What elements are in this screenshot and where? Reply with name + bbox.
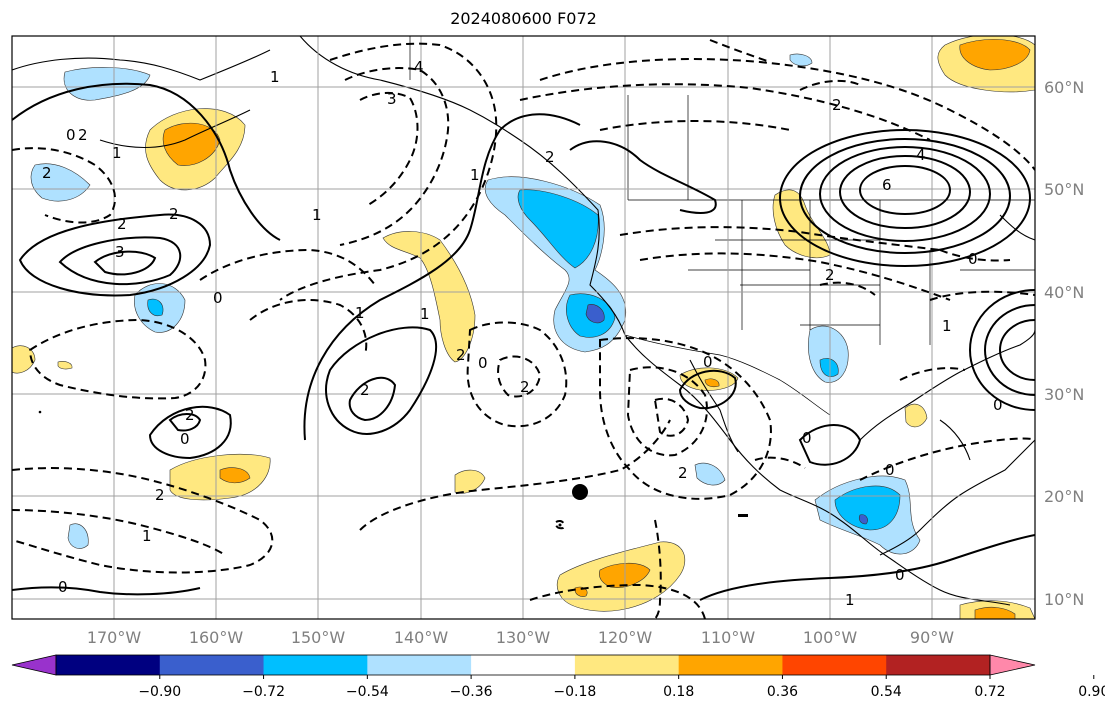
colorbar-extend-max [989, 654, 1036, 676]
contour-label: 0 [58, 578, 68, 596]
lat-label: 40°N [1044, 283, 1084, 302]
colorbar-segment [159, 655, 265, 675]
contour-label: 1 [355, 304, 365, 322]
contour-label: 0 [66, 126, 76, 144]
contour-label: 2 [545, 148, 555, 166]
contour-label: 1 [845, 591, 855, 609]
contour-label: 1 [420, 305, 430, 323]
lon-label: 130°W [496, 628, 551, 647]
contour-label: 1 [470, 166, 480, 184]
contour-label: 3 [387, 90, 397, 108]
contour-label: 3 [115, 243, 125, 261]
coastlines [12, 36, 1035, 606]
contour-label: 2 [678, 464, 688, 482]
lat-label: 20°N [1044, 487, 1084, 506]
contour-label: 2 [42, 164, 52, 182]
lon-label: 150°W [291, 628, 346, 647]
colorbar-segment [56, 655, 161, 675]
contour-label: 1 [112, 144, 122, 162]
contour-label: 2 [169, 205, 179, 223]
colorbar-tick-label: −0.72 [242, 684, 285, 700]
lon-label: 100°W [803, 628, 858, 647]
contour-label: 6 [882, 176, 892, 194]
colorbar-segment [367, 655, 472, 675]
colorbar: −0.90 −0.72 −0.54 −0.36 −0.18 0.18 0.36 0.54 0.7… [11, 654, 1105, 700]
contour-label: 0 [885, 461, 895, 479]
contour-label: 2 [832, 96, 842, 114]
lon-label: 120°W [598, 628, 653, 647]
contour-label: 0 [213, 289, 223, 307]
colorbar-tick-label: 0.54 [871, 684, 902, 700]
borders [409, 36, 1035, 416]
colorbar-tick-label: −0.18 [553, 684, 596, 700]
contour-label: 2 [456, 346, 466, 364]
map-title: 2024080600 F072 [450, 9, 597, 28]
colorbar-tick-label: 0.72 [974, 684, 1005, 700]
lon-label: 110°W [701, 628, 756, 647]
contour-label: 0 [993, 396, 1003, 414]
contour-labels: 2 0 1 2 3 2 2 0 1 1 0 1 2 0 2 2 1 0 2 4 … [42, 58, 1003, 609]
contour-label: 2 [825, 266, 835, 284]
colorbar-segment [678, 655, 783, 675]
contour-label: 2 [360, 381, 370, 399]
contour-label: 4 [916, 146, 926, 164]
colorbar-tick-label: −0.36 [450, 684, 493, 700]
contour-label: 1 [270, 68, 280, 86]
contour-label: 4 [414, 58, 424, 76]
contour-label: 1 [942, 317, 952, 335]
lat-label: 10°N [1044, 590, 1084, 609]
lon-label: 90°W [910, 628, 954, 647]
colorbar-tick-label: 0.36 [767, 684, 798, 700]
islands [38, 410, 748, 527]
map-border [11, 35, 1036, 620]
lon-label: 170°W [87, 628, 142, 647]
colorbar-tick-label: 0.90 [1078, 684, 1105, 700]
colorbar-segment [574, 655, 680, 675]
contour-label: 2 [117, 215, 127, 233]
contour-label: 0 [180, 430, 190, 448]
colorbar-extend-min [11, 654, 57, 676]
lat-label: 30°N [1044, 385, 1084, 404]
contour-label: 2 [155, 486, 165, 504]
contour-label: 0 [703, 353, 713, 371]
contour-label: 2 [185, 406, 195, 424]
lat-label: 60°N [1044, 78, 1084, 97]
lon-label: 160°W [189, 628, 244, 647]
colorbar-segment [471, 655, 576, 675]
colorbar-outline [55, 654, 991, 676]
contour-label: 2 [78, 126, 88, 144]
colorbar-tick-label: −0.54 [346, 684, 389, 700]
contour-label: 1 [142, 527, 152, 545]
location-marker [572, 484, 588, 500]
positive-contours [12, 82, 1035, 601]
colorbar-tick-label: 0.18 [663, 684, 694, 700]
colorbar-segment [886, 655, 991, 675]
lon-label: 140°W [394, 628, 449, 647]
contour-label: 0 [478, 354, 488, 372]
gridlines [12, 36, 1035, 619]
lat-label: 50°N [1044, 180, 1084, 199]
contour-label: 0 [968, 250, 978, 268]
colorbar-segment [263, 655, 368, 675]
longitude-labels: 170°W 160°W 150°W 140°W 130°W 120°W 110°… [87, 628, 954, 647]
contour-label: 0 [895, 566, 905, 584]
negative-contours [12, 39, 1035, 619]
contour-label: 0 [802, 429, 812, 447]
colorbar-segment [782, 655, 887, 675]
contour-label: 2 [520, 378, 530, 396]
latitude-labels: 60°N 50°N 40°N 30°N 20°N 10°N [1044, 78, 1084, 609]
shaded-fields [12, 36, 1035, 619]
colorbar-tick-label: −0.90 [138, 684, 181, 700]
contour-label: 1 [312, 206, 322, 224]
